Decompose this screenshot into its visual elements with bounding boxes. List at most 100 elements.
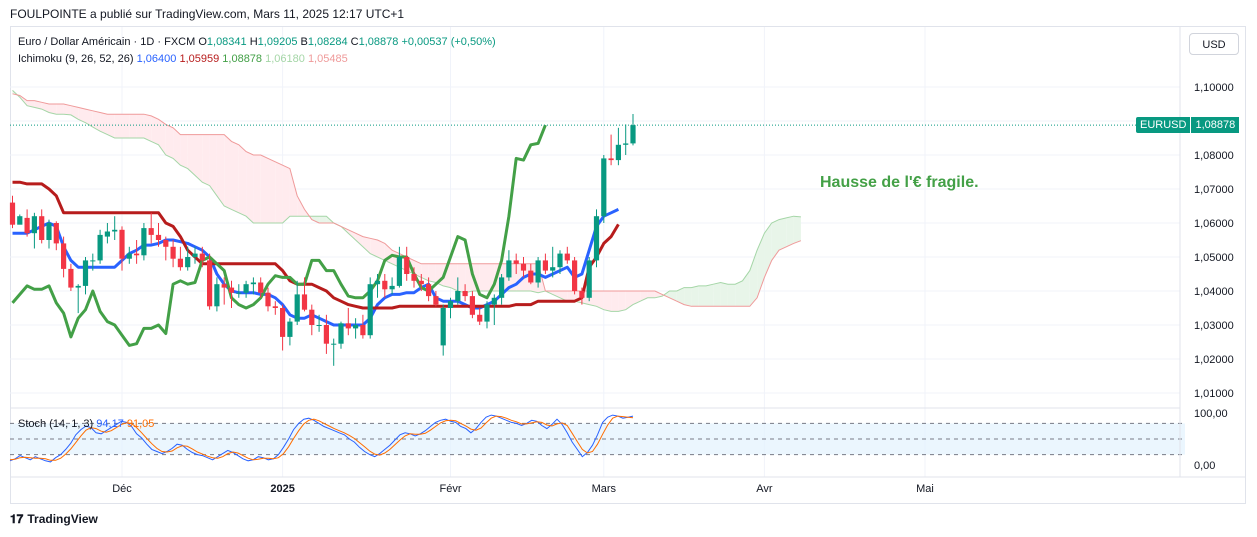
candle-body <box>199 253 205 261</box>
candle-body <box>389 285 395 290</box>
y-tick-label: 1,04000 <box>1194 286 1234 298</box>
candle-body <box>411 274 417 281</box>
candle <box>353 318 359 339</box>
axes: 1,100001,090001,080001,070001,060001,050… <box>10 27 1246 495</box>
cloud-segment <box>596 291 604 310</box>
candle <box>24 209 30 237</box>
candle-body <box>61 243 67 269</box>
candle <box>258 277 264 298</box>
candle <box>520 257 527 278</box>
candle <box>323 314 329 354</box>
candle <box>185 246 191 271</box>
candle <box>119 226 125 271</box>
candle-body <box>265 292 271 307</box>
candle <box>396 246 402 288</box>
high-value: 1,09205 <box>257 36 298 48</box>
candle-body <box>462 291 468 297</box>
cloud-segment <box>209 134 217 196</box>
currency-button[interactable]: USD <box>1189 33 1239 55</box>
cloud-segment <box>275 161 283 223</box>
cloud-segment <box>377 240 385 261</box>
change-value: +0,00537 (+0,50%) <box>401 36 496 48</box>
candle-body <box>557 253 563 268</box>
candle <box>382 274 388 298</box>
symbol-legend: Euro / Dollar Américain · 1D · FXCM O1,0… <box>18 36 496 48</box>
candle-body <box>31 216 37 234</box>
cloud-segment <box>143 114 152 142</box>
cloud-segment <box>260 155 268 223</box>
cloud-segment <box>647 291 655 298</box>
x-tick-label: Déc <box>112 483 132 495</box>
y-tick-label: 1,10000 <box>1194 82 1234 94</box>
candle <box>97 229 103 264</box>
candle-body <box>301 294 308 310</box>
cloud-segment <box>684 287 692 307</box>
candle-body <box>345 323 351 329</box>
y-tick-label: 1,02000 <box>1194 354 1234 366</box>
candle <box>426 277 432 302</box>
cloud-segment <box>370 238 378 257</box>
candle <box>31 212 37 249</box>
candle-body <box>528 270 534 283</box>
stoch-k-line <box>9 414 634 463</box>
candle <box>287 318 293 346</box>
candle-body <box>316 325 322 326</box>
cloud-segment <box>297 195 305 217</box>
candle <box>331 338 337 366</box>
candle <box>280 304 286 351</box>
candle-body <box>221 284 227 288</box>
candle-body <box>141 228 147 256</box>
candle-body <box>550 267 556 271</box>
tradingview-footer[interactable]: 𝟏𝟕 TradingView <box>10 512 98 527</box>
candle <box>301 277 308 312</box>
stochastic-pane <box>9 414 1185 463</box>
cloud-segment <box>713 282 721 307</box>
cloud-segment <box>107 114 115 138</box>
candle <box>447 297 454 319</box>
cloud-segment <box>246 151 254 223</box>
candle <box>593 209 600 268</box>
candle <box>491 294 497 325</box>
candle-body <box>608 158 614 161</box>
cloud-segment <box>187 134 195 176</box>
tv-logo-icon: 𝟏𝟕 <box>10 512 24 526</box>
candle-body <box>579 291 585 298</box>
candle <box>112 216 118 240</box>
cloud-segment <box>238 144 247 217</box>
cloud-segment <box>669 291 677 302</box>
cloud-segment <box>786 216 794 247</box>
cloud-segment <box>49 104 57 115</box>
candle <box>630 114 636 146</box>
x-tick-label: Avr <box>756 483 773 495</box>
candle-body <box>192 253 198 257</box>
low-value: 1,08284 <box>307 36 348 48</box>
cloud-segment <box>195 134 203 183</box>
candle <box>236 284 242 298</box>
candle <box>513 253 519 274</box>
candle <box>155 223 162 247</box>
candle-body <box>126 253 132 259</box>
candle-body <box>513 260 519 264</box>
cloud-segment <box>100 112 108 135</box>
candle-body <box>593 216 600 261</box>
cloud-segment <box>603 291 612 312</box>
candle <box>214 277 220 312</box>
cloud-segment <box>282 165 290 223</box>
candle <box>469 291 475 319</box>
candle-body <box>228 287 235 293</box>
candle-body <box>469 296 475 315</box>
close-label: C <box>350 36 359 48</box>
cloud-segment <box>216 134 225 206</box>
ichimoku-chikou-value: 1,08878 <box>222 53 263 65</box>
candle-body <box>24 217 30 234</box>
candle-body <box>243 284 249 293</box>
ichimoku-title: Ichimoku (9, 26, 52, 26) <box>18 53 134 65</box>
candle <box>61 236 67 278</box>
ichimoku-tenkan-value: 1,06400 <box>136 53 177 65</box>
candle-body <box>433 296 439 305</box>
candle <box>170 240 176 268</box>
cloud-segment <box>136 114 144 138</box>
cloud-segment <box>355 233 363 247</box>
candle-body <box>90 260 96 262</box>
